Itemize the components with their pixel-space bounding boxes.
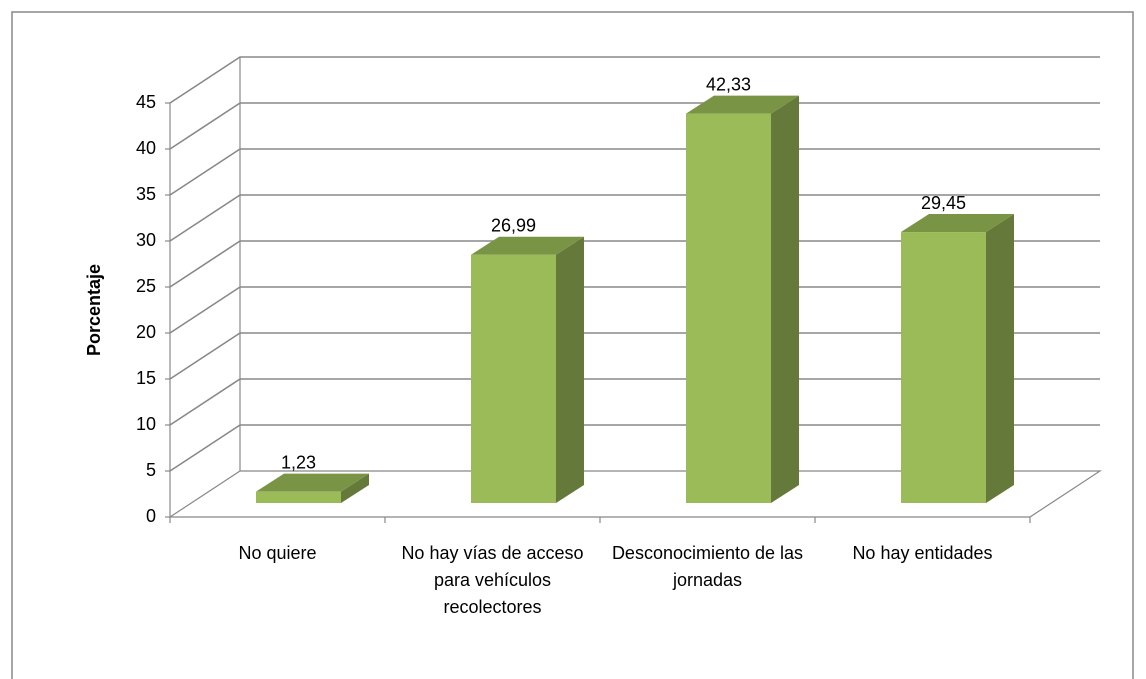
floor bbox=[169, 470, 1103, 518]
bar-side bbox=[986, 214, 1014, 503]
y-tick-label: 25 bbox=[136, 276, 156, 296]
bar-side bbox=[556, 236, 584, 503]
y-tick-label: 15 bbox=[136, 368, 156, 388]
chart-border bbox=[11, 11, 1134, 679]
bar-top bbox=[471, 236, 584, 255]
bar bbox=[686, 113, 771, 504]
grid-line bbox=[169, 148, 1100, 196]
grid-line bbox=[169, 240, 1100, 288]
bar bbox=[256, 491, 341, 503]
grid-line bbox=[169, 424, 1100, 472]
y-tick-label: 5 bbox=[146, 460, 156, 480]
x-tick-label: No hay vías de acceso para vehículos rec… bbox=[401, 543, 584, 617]
grid-line bbox=[169, 102, 1100, 150]
x-tick-label: No quiere bbox=[238, 543, 317, 563]
y-tick-label: 20 bbox=[136, 322, 156, 342]
y-axis-label: Porcentaje bbox=[84, 264, 104, 356]
value-label: 42,33 bbox=[706, 74, 751, 94]
bar-top bbox=[901, 214, 1014, 233]
grid-line bbox=[169, 378, 1100, 426]
grid-line bbox=[169, 286, 1100, 334]
bar bbox=[901, 232, 986, 503]
x-tick-label: Desconocimiento de las jornadas bbox=[611, 543, 804, 590]
value-label: 26,99 bbox=[491, 215, 536, 235]
grid-line bbox=[169, 194, 1100, 242]
bar-top bbox=[686, 95, 799, 114]
y-tick-label: 30 bbox=[136, 230, 156, 250]
bar-top bbox=[256, 473, 369, 492]
y-tick-label: 10 bbox=[136, 414, 156, 434]
y-tick-label: 0 bbox=[146, 506, 156, 526]
bar-side bbox=[341, 473, 369, 503]
bar bbox=[471, 254, 556, 503]
y-tick-label: 45 bbox=[136, 92, 156, 112]
grid-line bbox=[169, 332, 1100, 380]
grid-line bbox=[169, 56, 1100, 104]
y-tick-label: 40 bbox=[136, 138, 156, 158]
value-label: 1,23 bbox=[281, 452, 316, 472]
value-label: 29,45 bbox=[921, 193, 966, 213]
x-tick-label: No hay entidades bbox=[852, 543, 993, 563]
y-tick-label: 35 bbox=[136, 184, 156, 204]
bar-side bbox=[771, 95, 799, 504]
